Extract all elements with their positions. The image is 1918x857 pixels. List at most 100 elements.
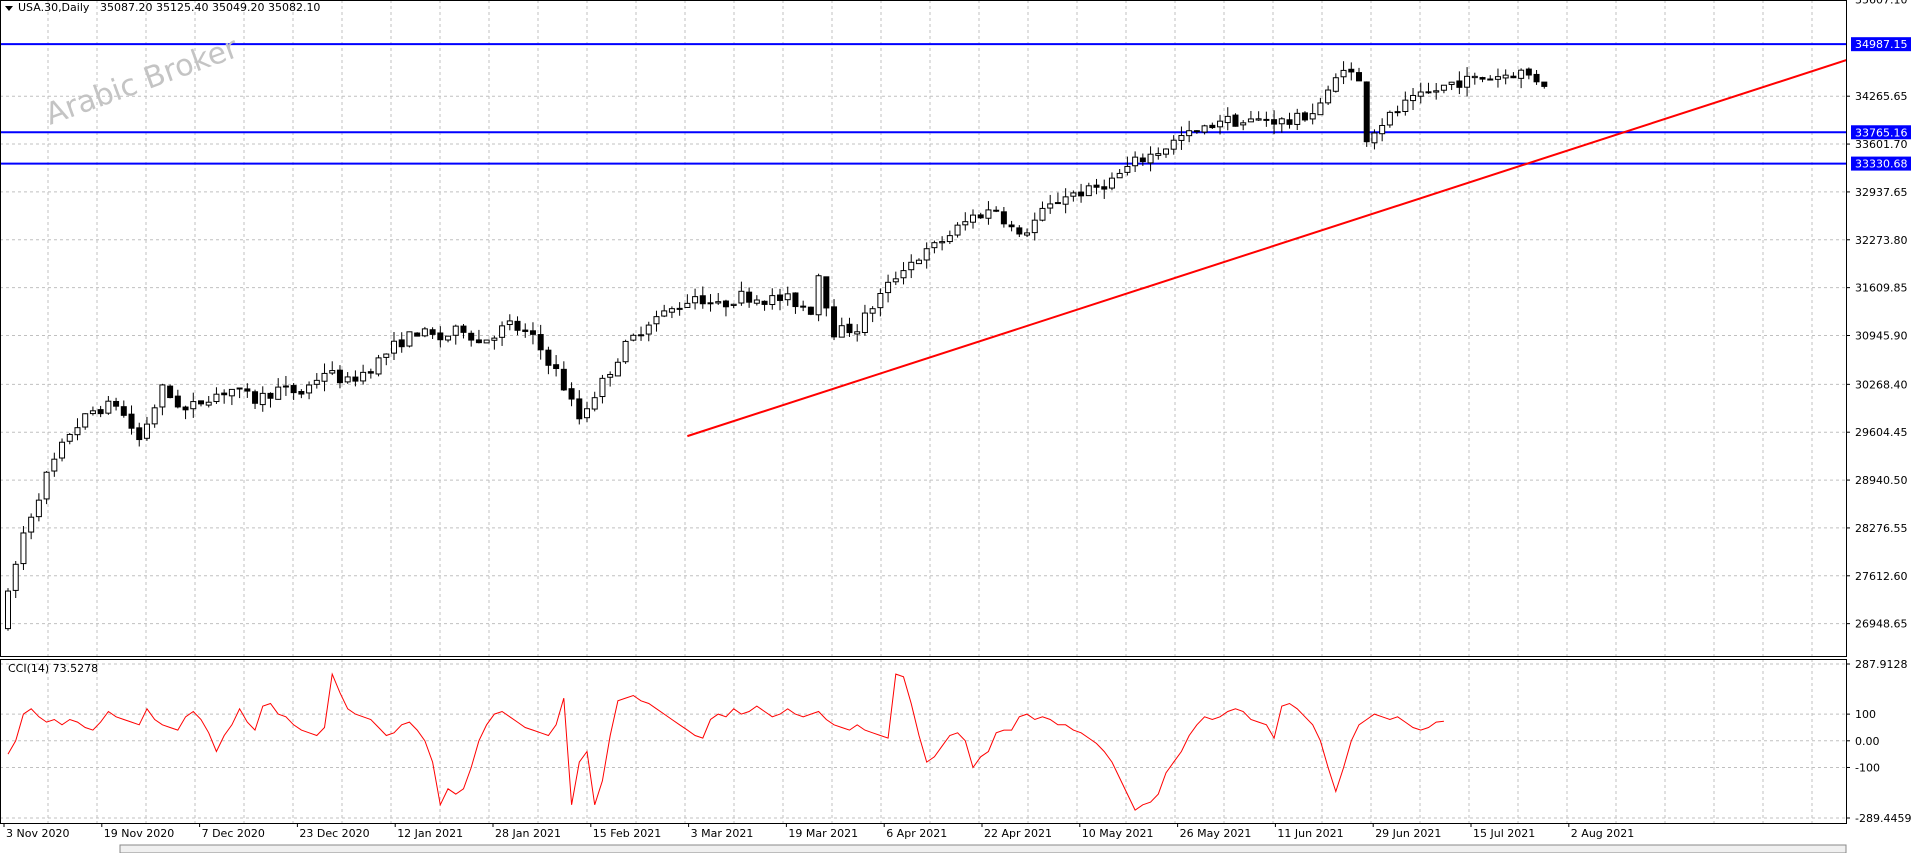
horizontal-lines[interactable] — [0, 43, 1846, 165]
candle — [846, 317, 853, 337]
price-tag-bg — [1851, 125, 1911, 140]
candle — [1448, 81, 1455, 91]
candle — [684, 294, 691, 308]
candle — [738, 281, 745, 306]
candle — [784, 286, 791, 306]
candle — [506, 314, 513, 331]
candle — [946, 230, 953, 245]
candle — [35, 493, 42, 522]
candle — [228, 388, 235, 406]
candle — [1518, 68, 1525, 89]
trendline-layer[interactable] — [687, 0, 1918, 438]
candle — [692, 288, 699, 310]
candle — [1093, 178, 1100, 195]
candle — [1024, 228, 1031, 238]
candle — [1271, 110, 1278, 135]
candle — [970, 209, 976, 229]
time-tick-label: 15 Jul 2021 — [1473, 827, 1535, 840]
candle — [877, 288, 884, 317]
candle — [43, 470, 50, 505]
chevron-down-icon[interactable] — [5, 6, 13, 11]
candle — [1417, 82, 1424, 104]
candle — [1278, 117, 1285, 133]
candle — [1371, 129, 1378, 150]
price-tick-label: 30945.90 — [1855, 330, 1908, 343]
time-tick-label: 19 Mar 2021 — [788, 827, 858, 840]
candle — [661, 304, 668, 318]
candle — [89, 406, 96, 416]
candle — [1085, 182, 1092, 197]
candle — [136, 422, 143, 447]
candle — [1440, 84, 1447, 94]
candle — [28, 513, 35, 540]
candle — [545, 346, 552, 375]
horizontal-scrollbar[interactable] — [119, 844, 1847, 854]
price-axis: 35607.10 34265.65 33601.70 32937.65 32273.80… — [1846, 0, 1908, 631]
candle — [460, 323, 467, 339]
candle — [1464, 67, 1471, 97]
time-tick-label: 2 Aug 2021 — [1571, 827, 1634, 840]
candle — [321, 363, 328, 392]
candle — [1386, 110, 1393, 128]
candle — [1332, 73, 1339, 93]
cci-pane-frame — [0, 659, 1847, 824]
price-tick-label: 28940.50 — [1855, 474, 1908, 487]
candle — [815, 273, 822, 322]
candle — [923, 242, 930, 269]
candle — [807, 306, 814, 316]
candle — [653, 310, 660, 332]
candle — [599, 374, 606, 404]
candle — [437, 326, 444, 348]
trendline[interactable] — [687, 0, 1918, 438]
candle — [1155, 147, 1162, 160]
time-tick-label: 28 Jan 2021 — [495, 827, 561, 840]
candle — [1062, 188, 1069, 214]
candle — [869, 306, 876, 323]
candle — [560, 361, 567, 391]
candle — [1116, 168, 1123, 179]
candle — [1255, 111, 1262, 121]
price-tick-label: 27612.60 — [1855, 570, 1908, 583]
candle — [1502, 69, 1509, 85]
candle — [236, 387, 243, 399]
ohlc-label: 35087.20 35125.40 35049.20 35082.10 — [100, 1, 320, 14]
grid-lines — [0, 0, 1846, 823]
candle — [20, 526, 27, 570]
price-tag-bg — [1851, 37, 1911, 52]
candle — [607, 371, 614, 387]
candle — [1193, 130, 1200, 134]
price-tag-label: 34987.15 — [1855, 38, 1908, 51]
candle — [529, 322, 536, 345]
candle — [367, 368, 374, 379]
candle — [977, 212, 984, 219]
candle — [753, 295, 760, 306]
candle — [1201, 124, 1208, 135]
main-pane-frame — [0, 0, 1847, 657]
candle — [1356, 67, 1362, 82]
price-tick-label: 26948.65 — [1855, 618, 1908, 631]
candle — [1224, 107, 1231, 131]
candle — [1178, 126, 1185, 150]
candle — [1479, 76, 1486, 83]
candle — [244, 383, 251, 398]
candle — [1410, 88, 1417, 111]
price-tag: 34987.15 — [1851, 37, 1911, 52]
candle — [715, 293, 722, 305]
candle — [537, 324, 544, 360]
candle — [591, 391, 598, 412]
candle — [1031, 212, 1038, 241]
candle — [1054, 192, 1061, 205]
candle — [1494, 68, 1501, 88]
cci-indicator — [7, 672, 1444, 811]
price-tick-label: 32937.65 — [1855, 186, 1908, 199]
candle — [398, 332, 405, 353]
pane-frames — [0, 0, 1847, 854]
candle — [360, 364, 367, 385]
candle — [113, 397, 120, 411]
candle — [336, 365, 343, 389]
candle — [1379, 118, 1386, 142]
candle — [352, 370, 359, 387]
candle — [1309, 103, 1316, 125]
candle — [1394, 105, 1401, 117]
